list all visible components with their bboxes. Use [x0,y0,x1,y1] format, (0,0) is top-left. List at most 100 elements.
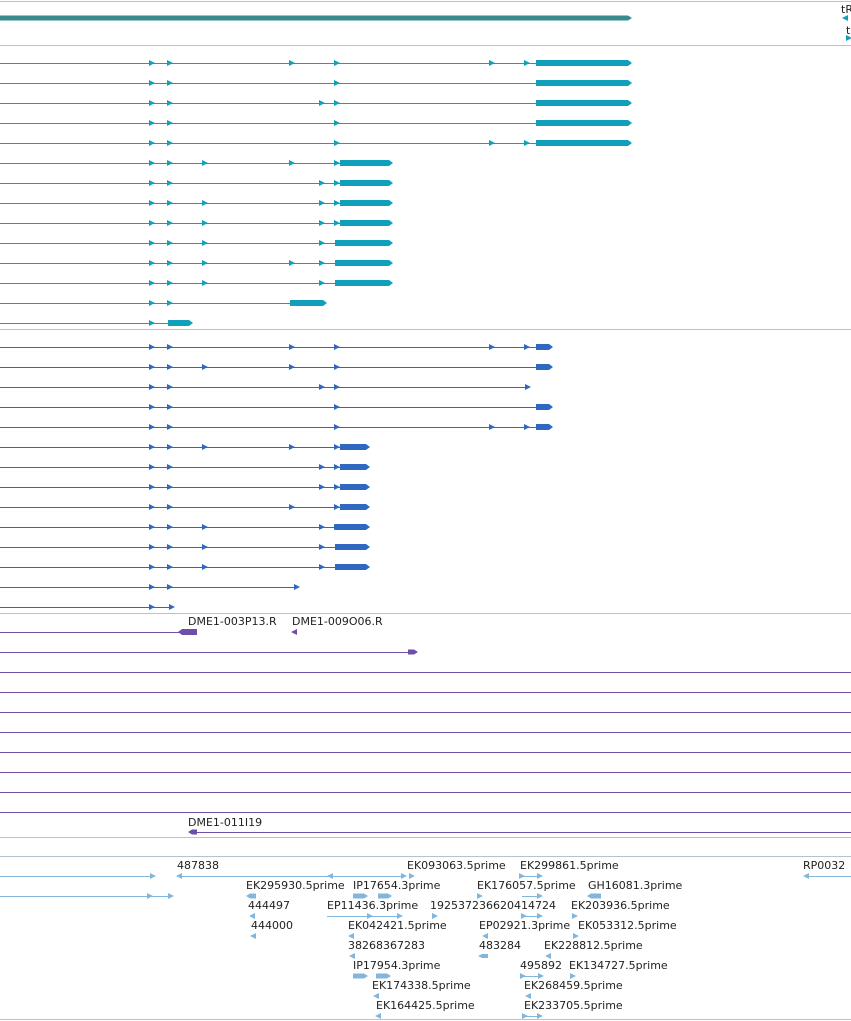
direction-arrow-icon [149,160,155,166]
direction-arrow-icon [319,564,325,570]
direction-arrow-icon [482,933,488,939]
est-label[interactable]: IP17954.3prime [353,959,441,972]
exon-block [340,180,393,186]
exon-block [340,220,393,226]
est-label[interactable]: 444497 [248,899,290,912]
direction-arrow-icon [489,60,495,66]
direction-arrow-icon [348,933,354,939]
direction-arrow-icon [167,444,173,450]
direction-arrow-icon [167,464,173,470]
est-label[interactable]: 495892 [520,959,562,972]
est-label[interactable]: IP17654.3prime [353,879,441,892]
direction-arrow-icon [167,584,173,590]
direction-arrow-icon [149,544,155,550]
direction-arrow-icon [522,1013,528,1019]
gene-track[interactable] [0,15,851,41]
cds-track[interactable] [0,344,553,610]
direction-arrow-icon [319,280,325,286]
direction-arrow-icon [202,240,208,246]
est-label[interactable]: EK268459.5prime [524,979,623,992]
direction-arrow-icon [334,60,340,66]
est-label[interactable]: EK295930.5prime [246,879,345,892]
direction-arrow-icon [524,60,530,66]
direction-arrow-icon [319,524,325,530]
direction-arrow-icon [167,504,173,510]
direction-arrow-icon [537,913,543,919]
direction-arrow-icon [149,604,155,610]
est-label[interactable]: EK164425.5prime [376,999,475,1012]
direction-arrow-icon [202,280,208,286]
direction-arrow-icon [167,220,173,226]
est-label[interactable]: 487838 [177,859,219,872]
direction-arrow-icon [149,300,155,306]
direction-arrow-icon [537,873,543,879]
direction-arrow-icon [149,240,155,246]
exon-block [536,140,632,146]
direction-arrow-icon [477,893,483,899]
est-label[interactable]: 444000 [251,919,293,932]
est-label[interactable]: EK228812.5prime [544,939,643,952]
gene-label: t [846,24,851,37]
cds-block [340,504,370,510]
direction-arrow-icon [149,344,155,350]
direction-arrow-icon [167,60,173,66]
direction-arrow-icon [294,584,300,590]
est-block [378,893,392,899]
direction-arrow-icon [149,464,155,470]
est-label[interactable]: EK299861.5prime [520,859,619,872]
direction-arrow-icon [168,893,174,899]
est-label[interactable]: EK174338.5prime [372,979,471,992]
direction-arrow-icon [319,484,325,490]
exon-block [168,320,193,326]
clone-end [188,829,197,835]
direction-arrow-icon [150,873,156,879]
est-label[interactable]: GH16081.3prime [588,879,683,892]
direction-arrow-icon [521,913,527,919]
direction-arrow-icon [149,280,155,286]
clone-track[interactable] [0,629,851,835]
est-label[interactable]: EK134727.5prime [569,959,668,972]
est-label[interactable]: 38268367283 [348,939,425,952]
est-label[interactable]: RP0032 [803,859,845,872]
direction-arrow-icon [167,80,173,86]
direction-arrow-icon [334,384,340,390]
est-label[interactable]: EK042421.5prime [348,919,447,932]
direction-arrow-icon [409,873,415,879]
est-track[interactable] [0,873,851,1019]
clone-label[interactable]: DME1-011I19 [188,816,262,829]
direction-arrow-icon [167,140,173,146]
direction-arrow-icon [149,100,155,106]
exon-block [290,300,327,306]
est-block [478,954,488,958]
direction-arrow-icon [319,180,325,186]
direction-arrow-icon [524,424,530,430]
est-label[interactable]: EK233705.5prime [524,999,623,1012]
est-label[interactable]: 483284 [479,939,521,952]
est-label[interactable]: EK093063.5prime [407,859,506,872]
est-block [587,893,601,899]
direction-arrow-icon [489,344,495,350]
direction-arrow-icon [149,584,155,590]
est-label[interactable]: EK176057.5prime [477,879,576,892]
est-label[interactable]: EP11436.3prime [327,899,418,912]
direction-arrow-icon [349,953,355,959]
direction-arrow-icon [489,140,495,146]
direction-arrow-icon [249,913,255,919]
clone-label[interactable]: DME1-009O06.R [292,615,383,628]
direction-arrow-icon [149,484,155,490]
direction-arrow-icon [545,953,551,959]
direction-arrow-icon [432,913,438,919]
transcript-track[interactable] [0,60,632,326]
direction-arrow-icon [149,320,155,326]
est-label[interactable]: EP02921.3prime [479,919,570,932]
direction-arrow-icon [525,384,531,390]
direction-arrow-icon [149,220,155,226]
est-label[interactable]: EK203936.5prime [571,899,670,912]
direction-arrow-icon [803,873,809,879]
clone-label[interactable]: DME1-003P13.R [188,615,277,628]
direction-arrow-icon [373,993,379,999]
est-label[interactable]: EK053312.5prime [578,919,677,932]
est-label[interactable]: 192537236620414724 [430,899,556,912]
